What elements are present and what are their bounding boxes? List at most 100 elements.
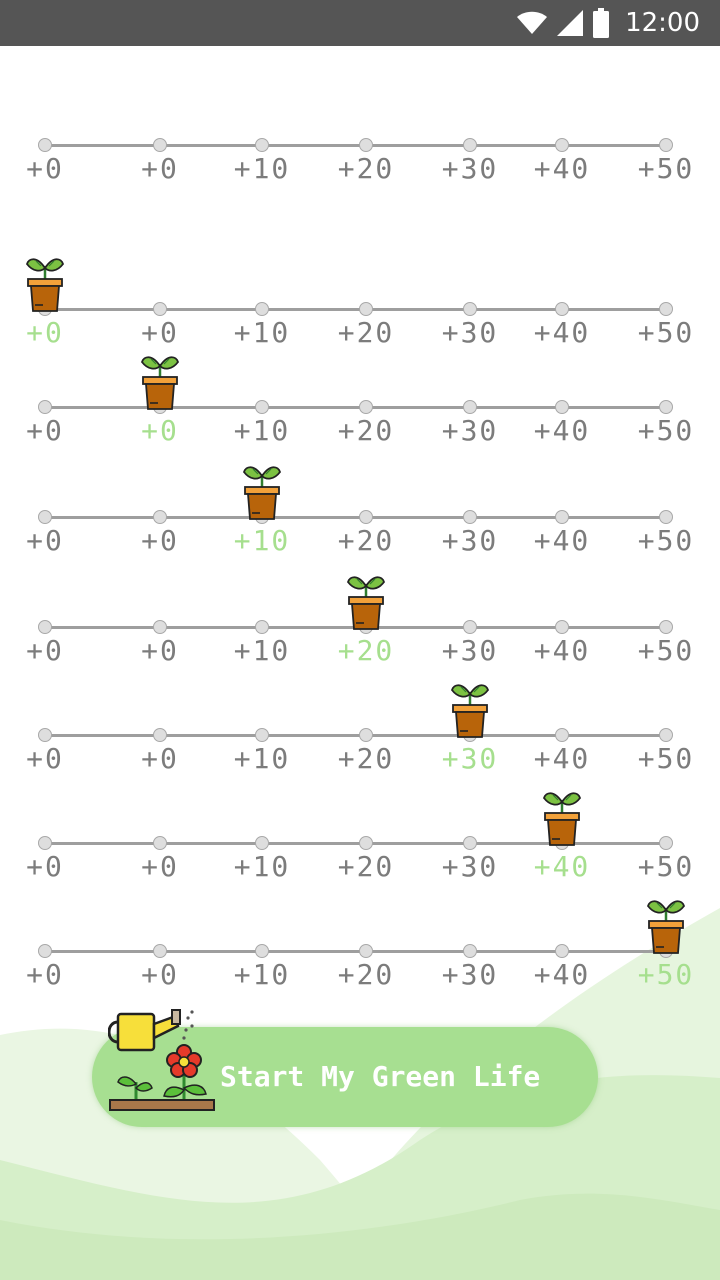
progress-row: +0 +0 +10 +20 +30 +40 +50	[0, 356, 720, 466]
cell-signal-icon	[557, 10, 584, 36]
progress-step-label: +0	[141, 958, 179, 991]
progress-step-dot	[153, 302, 167, 316]
progress-step-dot	[463, 138, 477, 152]
progress-step-label: +40	[533, 634, 591, 667]
progress-step-label: +30	[441, 316, 499, 349]
progress-step-dot	[153, 944, 167, 958]
progress-row: +0 +0 +10 +20 +30 +40 +50	[0, 684, 720, 794]
progress-step-label: +0	[26, 152, 64, 185]
progress-step-dot	[463, 620, 477, 634]
progress-step-dot	[153, 836, 167, 850]
progress-step-label: +30	[441, 524, 499, 557]
progress-track-line	[45, 406, 666, 409]
progress-track-line	[45, 842, 666, 845]
progress-step-label: +10	[233, 850, 291, 883]
plant-pot-icon	[346, 568, 386, 630]
progress-step-dot	[153, 728, 167, 742]
progress-step-label: +40	[533, 524, 591, 557]
progress-step-label: +0	[141, 316, 179, 349]
progress-step-dot	[555, 138, 569, 152]
progress-step-label: +40	[533, 414, 591, 447]
progress-step-dot	[659, 510, 673, 524]
progress-step-label: +30	[441, 634, 499, 667]
progress-step-dot	[659, 836, 673, 850]
progress-row: +0 +0 +10 +20 +30 +40 +50	[0, 792, 720, 902]
progress-step-label: +20	[337, 742, 395, 775]
progress-step-label: +20	[337, 414, 395, 447]
progress-step-label: +30	[441, 850, 499, 883]
progress-step-dot	[38, 944, 52, 958]
progress-track-line	[45, 516, 666, 519]
plant-pot-icon	[646, 892, 686, 954]
progress-row: +0 +0 +10 +20 +30 +40 +50	[0, 900, 720, 1010]
progress-step-dot	[463, 302, 477, 316]
progress-step-dot	[255, 400, 269, 414]
progress-step-label: +50	[637, 850, 695, 883]
progress-step-dot	[255, 836, 269, 850]
status-time: 12:00	[625, 8, 700, 38]
progress-step-dot	[359, 728, 373, 742]
progress-track-line	[45, 734, 666, 737]
progress-step-dot	[659, 620, 673, 634]
progress-step-label: +0	[26, 850, 64, 883]
progress-step-dot	[359, 510, 373, 524]
progress-step-label: +20	[337, 316, 395, 349]
progress-step-dot	[359, 836, 373, 850]
progress-step-label: +40	[533, 316, 591, 349]
progress-step-dot	[359, 944, 373, 958]
plant-pot-icon	[25, 250, 65, 312]
progress-step-dot	[463, 944, 477, 958]
progress-step-label: +50	[637, 958, 695, 991]
progress-step-label: +0	[141, 850, 179, 883]
progress-step-label: +10	[233, 634, 291, 667]
progress-step-label: +20	[337, 634, 395, 667]
status-bar: 12:00	[0, 0, 720, 46]
progress-step-dot	[38, 400, 52, 414]
progress-step-label: +50	[637, 316, 695, 349]
progress-step-label: +0	[26, 414, 64, 447]
plant-pot-icon	[450, 676, 490, 738]
progress-step-label: +0	[141, 634, 179, 667]
progress-step-label: +20	[337, 958, 395, 991]
progress-step-label: +10	[233, 742, 291, 775]
progress-step-dot	[255, 620, 269, 634]
wifi-icon	[517, 11, 548, 34]
start-green-life-label: Start My Green Life	[220, 1060, 541, 1093]
progress-step-dot	[659, 138, 673, 152]
progress-step-label: +10	[233, 316, 291, 349]
progress-step-label: +40	[533, 850, 591, 883]
progress-step-dot	[555, 944, 569, 958]
progress-step-dot	[359, 138, 373, 152]
progress-step-dot	[38, 138, 52, 152]
watering-can-flower-icon	[108, 1009, 215, 1111]
progress-row: +0 +0 +10 +20 +30 +40 +50	[0, 466, 720, 576]
progress-step-dot	[555, 302, 569, 316]
progress-step-dot	[255, 728, 269, 742]
progress-step-label: +0	[26, 316, 64, 349]
progress-step-label: +10	[233, 958, 291, 991]
progress-step-label: +0	[141, 152, 179, 185]
progress-step-label: +30	[441, 152, 499, 185]
progress-step-label: +50	[637, 524, 695, 557]
progress-step-dot	[255, 302, 269, 316]
progress-step-dot	[555, 728, 569, 742]
progress-step-label: +0	[26, 742, 64, 775]
progress-step-dot	[153, 138, 167, 152]
progress-step-label: +20	[337, 524, 395, 557]
plant-pot-icon	[542, 784, 582, 846]
progress-step-dot	[38, 510, 52, 524]
progress-step-dot	[38, 836, 52, 850]
progress-step-dot	[659, 302, 673, 316]
progress-step-label: +50	[637, 634, 695, 667]
progress-track-line	[45, 144, 666, 147]
progress-track-line	[45, 308, 666, 311]
progress-step-dot	[359, 302, 373, 316]
progress-step-label: +50	[637, 742, 695, 775]
progress-step-dot	[38, 728, 52, 742]
progress-step-dot	[463, 510, 477, 524]
progress-row: +0 +0 +10 +20 +30 +40 +50	[0, 258, 720, 368]
battery-icon	[593, 8, 610, 38]
progress-step-label: +40	[533, 152, 591, 185]
progress-step-label: +10	[233, 414, 291, 447]
progress-step-label: +30	[441, 414, 499, 447]
